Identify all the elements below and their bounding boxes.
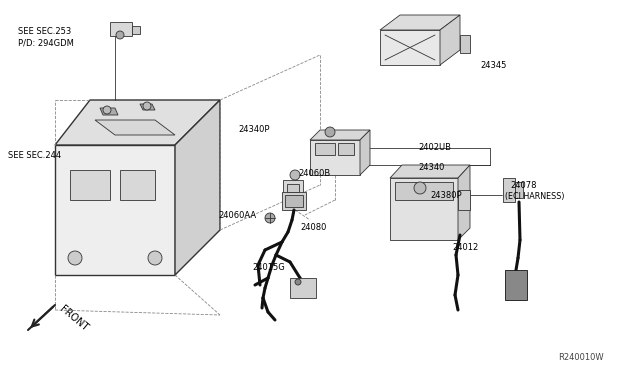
Circle shape (68, 251, 82, 265)
Text: 24080: 24080 (300, 224, 326, 232)
Circle shape (143, 102, 151, 110)
Text: 24380P: 24380P (430, 190, 461, 199)
Polygon shape (100, 108, 118, 115)
Polygon shape (310, 140, 360, 175)
Bar (283, 180, 303, 194)
Text: 24345: 24345 (480, 61, 506, 70)
Polygon shape (390, 178, 458, 240)
Polygon shape (360, 130, 370, 175)
Text: 2402UB: 2402UB (418, 144, 451, 153)
Polygon shape (458, 165, 470, 240)
Bar (282, 192, 306, 210)
Bar (132, 26, 140, 34)
Bar (120, 170, 155, 200)
Text: 24015G: 24015G (252, 263, 285, 273)
Bar (315, 143, 335, 155)
Bar (505, 270, 527, 300)
Bar (70, 170, 110, 200)
Bar (287, 184, 299, 192)
Circle shape (265, 213, 275, 223)
Bar (458, 190, 470, 210)
Text: 24078: 24078 (510, 180, 536, 189)
Text: 24340P: 24340P (238, 125, 269, 135)
Text: 24060AA: 24060AA (218, 211, 256, 219)
Bar (503, 178, 515, 202)
Text: 24012: 24012 (452, 244, 478, 253)
Polygon shape (310, 130, 370, 140)
Circle shape (414, 182, 426, 194)
Circle shape (103, 106, 111, 114)
Polygon shape (380, 15, 460, 30)
Polygon shape (55, 100, 220, 145)
Bar (460, 35, 470, 53)
Text: P/D: 294GDM: P/D: 294GDM (18, 38, 74, 48)
Bar (395, 182, 453, 200)
Text: R240010W: R240010W (558, 353, 604, 362)
Circle shape (295, 279, 301, 285)
Polygon shape (440, 15, 460, 65)
Text: SEE SEC.244: SEE SEC.244 (8, 151, 61, 160)
Bar (285, 195, 303, 207)
Polygon shape (175, 100, 220, 275)
Text: (ECI HARNESS): (ECI HARNESS) (505, 192, 564, 201)
Text: 24060B: 24060B (298, 169, 330, 177)
Bar (515, 182, 523, 198)
Text: 24340: 24340 (418, 164, 444, 173)
Polygon shape (95, 120, 175, 135)
Circle shape (148, 251, 162, 265)
Polygon shape (390, 165, 470, 178)
Circle shape (325, 127, 335, 137)
Text: SEE SEC.253: SEE SEC.253 (18, 28, 71, 36)
Circle shape (116, 31, 124, 39)
Bar (290, 278, 316, 298)
Text: FRONT: FRONT (58, 304, 90, 333)
Bar (110, 22, 132, 36)
Polygon shape (140, 104, 155, 110)
Circle shape (290, 170, 300, 180)
Polygon shape (380, 30, 440, 65)
Polygon shape (55, 145, 175, 275)
Bar (338, 143, 354, 155)
